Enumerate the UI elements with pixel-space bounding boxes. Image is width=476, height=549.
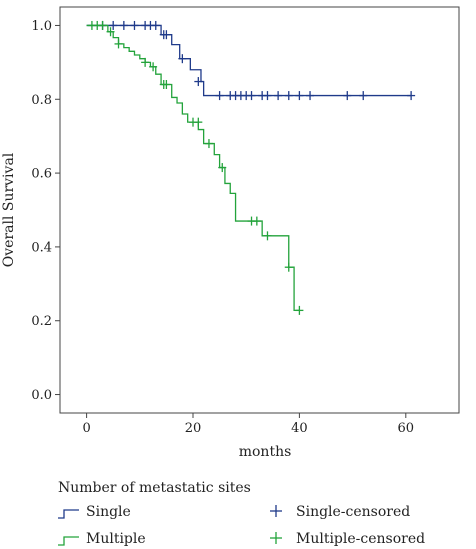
legend-symbol-multiple-censored — [270, 532, 282, 544]
x-tick-label-20: 20 — [185, 421, 202, 436]
legend-symbols — [58, 505, 282, 546]
censor-mark-multiple-15 — [263, 231, 272, 241]
censor-mark-single-2 — [119, 20, 128, 30]
x-tick-label-0: 0 — [82, 421, 90, 436]
censor-mark-multiple-8 — [162, 80, 171, 90]
censor-mark-single-10 — [194, 77, 203, 87]
y-tick-label-0.4: 0.4 — [31, 240, 52, 255]
y-tick-label-0.6: 0.6 — [31, 167, 52, 182]
censor-mark-multiple-16 — [284, 262, 293, 272]
censor-mark-single-11 — [215, 91, 224, 101]
censor-mark-multiple-12 — [218, 163, 227, 173]
censor-mark-single-1 — [109, 20, 118, 30]
x-tick-label-60: 60 — [398, 421, 415, 436]
legend-title: Number of metastatic sites — [58, 480, 251, 496]
censor-mark-multiple-17 — [295, 305, 304, 315]
censor-mark-multiple-11 — [204, 139, 213, 149]
y-tick-label-1.0: 1.0 — [31, 19, 52, 34]
y-axis-label: Overall Survival — [1, 152, 17, 267]
censor-mark-single-8 — [162, 30, 171, 40]
legend-symbol-single-censored — [270, 505, 282, 517]
censor-mark-multiple-14 — [252, 216, 261, 226]
censor-mark-multiple-5 — [141, 57, 150, 67]
censor-mark-single-6 — [151, 20, 160, 30]
x-axis-label: months — [239, 444, 292, 460]
censor-mark-single-21 — [295, 91, 304, 101]
censor-mark-multiple-2 — [98, 20, 107, 30]
censor-mark-single-24 — [359, 91, 368, 101]
censor-mark-single-23 — [343, 91, 352, 101]
legend-symbol-multiple — [58, 536, 79, 546]
censor-mark-multiple-10 — [194, 117, 203, 127]
series-line-multiple — [86, 24, 300, 312]
censor-mark-single-22 — [306, 91, 315, 101]
x-tick-label-40: 40 — [291, 421, 308, 436]
censor-mark-multiple-3 — [106, 27, 115, 37]
legend-symbol-single — [58, 509, 79, 519]
legend-label-multiple-censored: Multiple-censored — [296, 531, 425, 547]
censor-mark-single-25 — [407, 91, 416, 101]
series-line-single — [86, 24, 412, 97]
y-tick-label-0.0: 0.0 — [31, 388, 52, 403]
censor-mark-single-3 — [130, 20, 139, 30]
plot-area: 0 20 40 60 0.0 0.2 0.4 0.6 0.8 1.0 — [31, 6, 460, 436]
y-tick-label-0.8: 0.8 — [31, 93, 52, 108]
censor-mark-multiple-4 — [114, 39, 123, 49]
censor-mark-single-18 — [263, 91, 272, 101]
plot-frame — [59, 6, 460, 414]
censor-mark-single-20 — [284, 91, 293, 101]
censor-mark-single-16 — [247, 91, 256, 101]
censor-mark-single-9 — [178, 54, 187, 64]
y-tick-label-0.2: 0.2 — [31, 314, 52, 329]
legend-label-single-censored: Single-censored — [296, 504, 410, 520]
legend-label-multiple: Multiple — [86, 531, 146, 547]
censor-mark-single-19 — [274, 91, 283, 101]
legend-label-single: Single — [86, 504, 131, 520]
censor-mark-multiple-6 — [149, 62, 158, 72]
legend: Number of metastatic sites Single Multip… — [58, 480, 425, 547]
